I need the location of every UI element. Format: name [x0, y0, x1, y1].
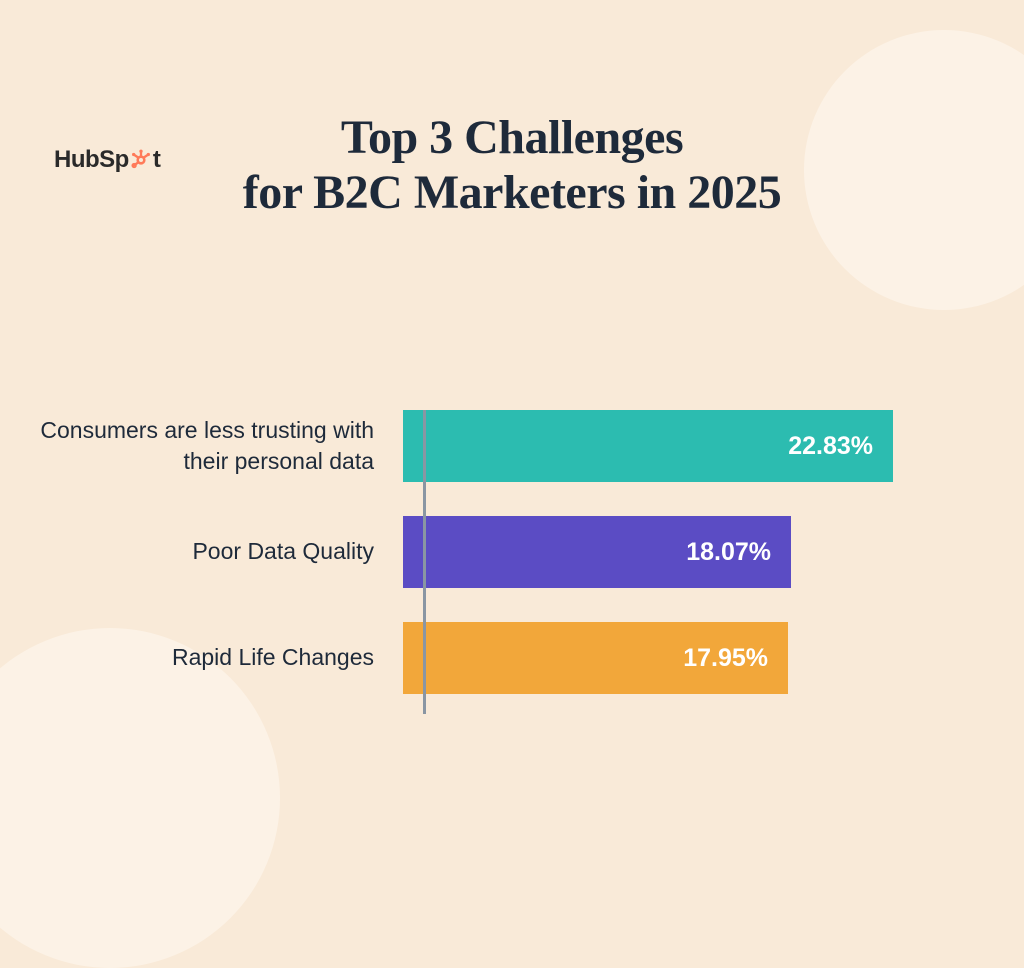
bar-value: 18.07% — [686, 538, 771, 567]
bar-row: Poor Data Quality 18.07% — [0, 516, 954, 588]
bar-row: Rapid Life Changes 17.95% — [0, 622, 954, 694]
bar-label: Rapid Life Changes — [0, 642, 400, 673]
bar-row: Consumers are less trusting with their p… — [0, 410, 954, 482]
title-line-2: for B2C Marketers in 2025 — [0, 165, 1024, 220]
bar-value: 17.95% — [683, 644, 768, 673]
chart-title: Top 3 Challenges for B2C Marketers in 20… — [0, 110, 1024, 220]
title-line-1: Top 3 Challenges — [0, 110, 1024, 165]
y-axis-line — [423, 410, 426, 714]
bar: 22.83% — [403, 410, 893, 482]
bar-chart: Consumers are less trusting with their p… — [0, 410, 1024, 694]
bar: 17.95% — [403, 622, 788, 694]
bar-label: Poor Data Quality — [0, 536, 400, 567]
bar: 18.07% — [403, 516, 791, 588]
bar-value: 22.83% — [788, 432, 873, 461]
bar-label: Consumers are less trusting with their p… — [0, 415, 400, 477]
